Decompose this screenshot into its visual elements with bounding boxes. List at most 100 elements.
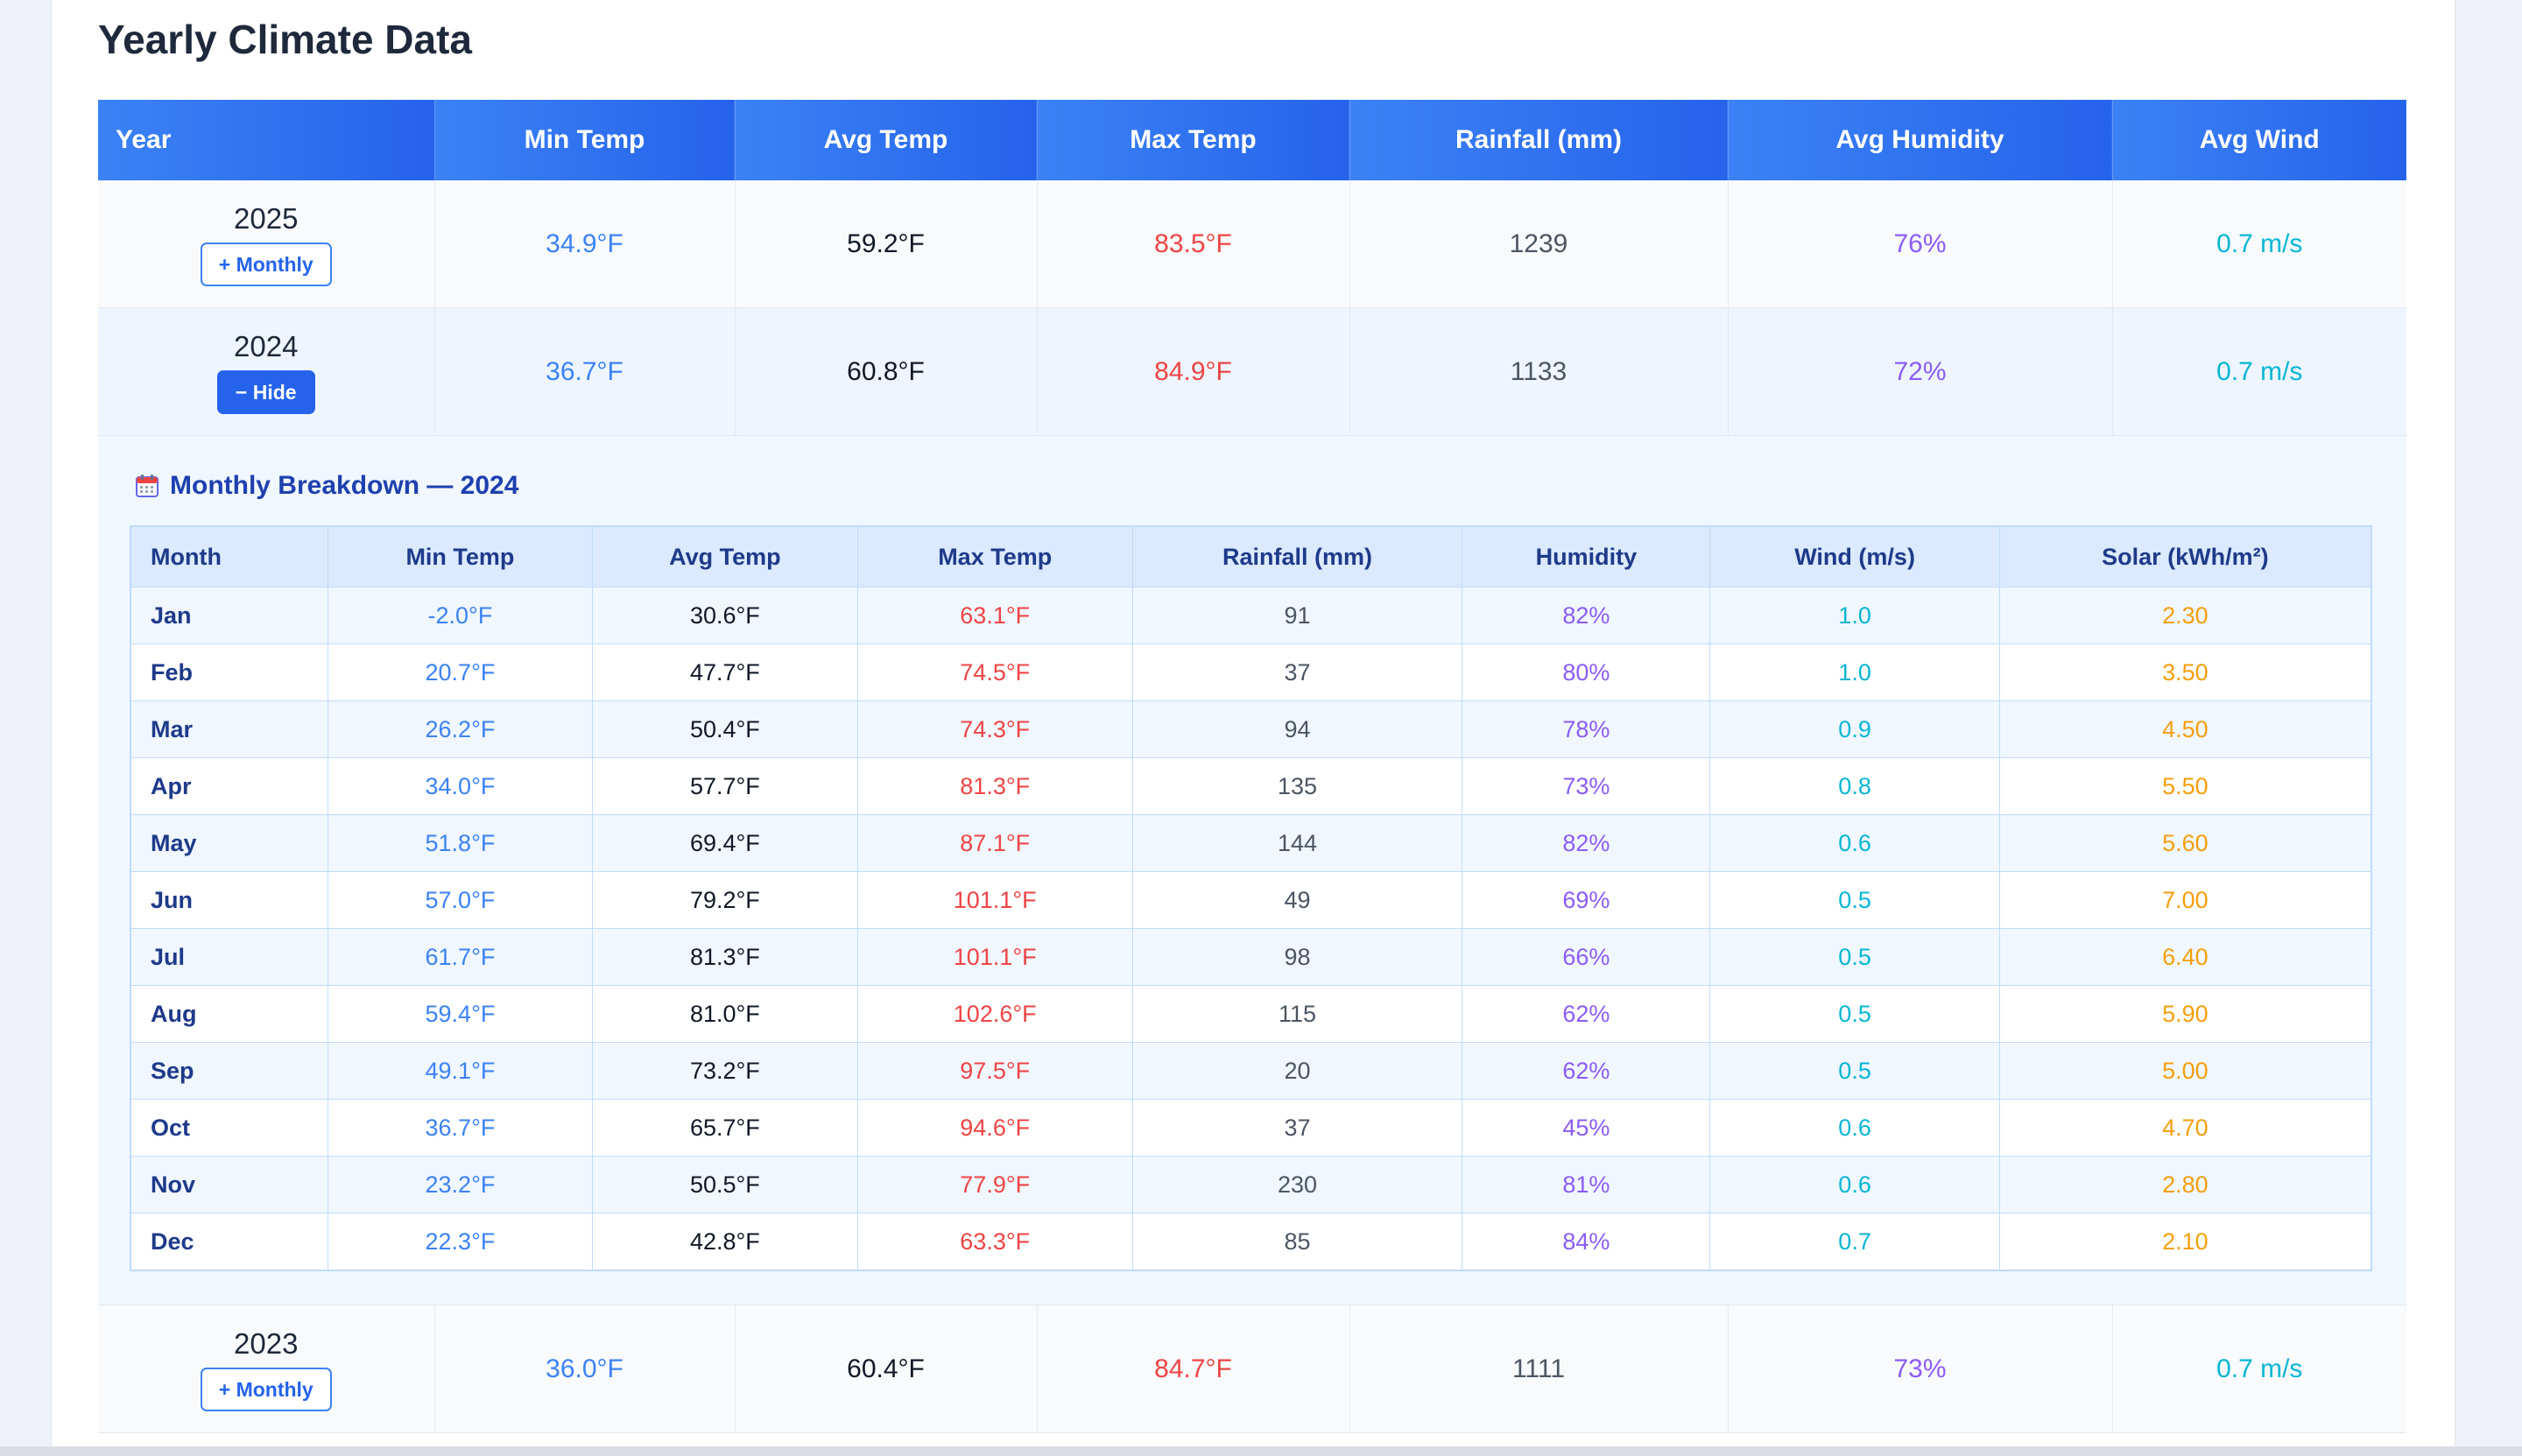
month-humidity-cell: 62%: [1462, 1042, 1711, 1100]
rainfall-cell: 1133: [1349, 307, 1729, 436]
monthly-col-header-wind[interactable]: Wind (m/s): [1709, 525, 2000, 587]
monthly-col-header-min-temp[interactable]: Min Temp: [327, 525, 594, 587]
year-cell: 2023 + Monthly: [98, 1305, 435, 1433]
month-month-cell: Dec: [130, 1213, 328, 1271]
month-wind-cell: 1.0: [1709, 644, 2000, 701]
min-temp-cell: 36.7°F: [434, 307, 736, 436]
year-row: 2024 − Hide 36.7°F 60.8°F 84.9°F 1133 72% 0.7 m…: [98, 307, 2406, 436]
month-row: Jan -2.0°F 30.6°F 63.1°F 91 82% 1.0 2.30: [130, 587, 2371, 644]
monthly-col-header-solar[interactable]: Solar (kWh/m²): [1998, 525, 2371, 587]
month-min-temp-cell: 49.1°F: [327, 1042, 594, 1100]
monthly-breakdown-title: Monthly Breakdown — 2024: [170, 471, 519, 500]
monthly-breakdown-heading: Monthly Breakdown — 2024: [135, 471, 2375, 501]
month-row: Aug 59.4°F 81.0°F 102.6°F 115 62% 0.5 5.90: [130, 985, 2371, 1043]
month-solar-cell: 5.90: [1998, 985, 2371, 1043]
yearly-header-row: Year Min Temp Avg Temp Max Temp Rainfall…: [98, 100, 2406, 180]
col-header-min-temp[interactable]: Min Temp: [434, 100, 736, 180]
month-rainfall-cell: 94: [1131, 700, 1463, 758]
month-min-temp-cell: 26.2°F: [327, 700, 594, 758]
month-month-cell: Aug: [130, 985, 328, 1043]
month-row: Nov 23.2°F 50.5°F 77.9°F 230 81% 0.6 2.80: [130, 1156, 2371, 1213]
col-header-max-temp[interactable]: Max Temp: [1037, 100, 1350, 180]
month-row: Dec 22.3°F 42.8°F 63.3°F 85 84% 0.7 2.10: [130, 1213, 2371, 1271]
month-min-temp-cell: 34.0°F: [327, 757, 594, 815]
month-rainfall-cell: 85: [1131, 1213, 1463, 1271]
month-rainfall-cell: 115: [1131, 985, 1463, 1043]
min-temp-cell: 36.0°F: [434, 1305, 736, 1433]
year-cell: 2025 + Monthly: [98, 180, 435, 308]
month-min-temp-cell: 20.7°F: [327, 644, 594, 701]
hide-monthly-button[interactable]: − Hide: [216, 369, 315, 414]
month-solar-cell: 5.00: [1998, 1042, 2371, 1100]
month-avg-temp-cell: 79.2°F: [592, 871, 858, 929]
month-rainfall-cell: 20: [1131, 1042, 1463, 1100]
month-solar-cell: 2.80: [1998, 1156, 2371, 1213]
avg-wind-cell: 0.7 m/s: [2112, 307, 2406, 436]
monthly-col-header-max-temp[interactable]: Max Temp: [856, 525, 1133, 587]
month-rainfall-cell: 91: [1131, 587, 1463, 644]
month-row: Apr 34.0°F 57.7°F 81.3°F 135 73% 0.8 5.50: [130, 757, 2371, 815]
year-label: 2023: [234, 1326, 299, 1360]
month-rainfall-cell: 230: [1131, 1156, 1463, 1213]
monthly-col-header-rainfall[interactable]: Rainfall (mm): [1131, 525, 1463, 587]
calendar-icon: [135, 474, 159, 498]
month-solar-cell: 5.50: [1998, 757, 2371, 815]
month-month-cell: Nov: [130, 1156, 328, 1213]
show-monthly-button[interactable]: + Monthly: [200, 242, 332, 286]
monthly-col-header-avg-temp[interactable]: Avg Temp: [592, 525, 858, 587]
month-wind-cell: 0.5: [1709, 928, 2000, 986]
page-title: Yearly Climate Data: [98, 17, 473, 62]
col-header-avg-humidity[interactable]: Avg Humidity: [1728, 100, 2113, 180]
show-monthly-button[interactable]: + Monthly: [200, 1367, 332, 1411]
month-solar-cell: 2.10: [1998, 1213, 2371, 1271]
month-humidity-cell: 82%: [1462, 814, 1711, 872]
month-humidity-cell: 84%: [1462, 1213, 1711, 1271]
col-header-year[interactable]: Year: [98, 100, 435, 180]
month-humidity-cell: 69%: [1462, 871, 1711, 929]
month-max-temp-cell: 63.3°F: [856, 1213, 1133, 1271]
month-max-temp-cell: 81.3°F: [856, 757, 1133, 815]
month-humidity-cell: 82%: [1462, 587, 1711, 644]
month-month-cell: Jun: [130, 871, 328, 929]
avg-temp-cell: 60.8°F: [735, 307, 1038, 436]
month-min-temp-cell: 23.2°F: [327, 1156, 594, 1213]
avg-humidity-cell: 76%: [1728, 180, 2113, 308]
month-avg-temp-cell: 57.7°F: [592, 757, 858, 815]
monthly-header-row: Month Min Temp Avg Temp Max Temp Rainfall (m…: [130, 525, 2371, 587]
month-wind-cell: 0.6: [1709, 1156, 2000, 1213]
monthly-col-header-humidity[interactable]: Humidity: [1462, 525, 1711, 587]
month-row: Sep 49.1°F 73.2°F 97.5°F 20 62% 0.5 5.00: [130, 1042, 2371, 1100]
avg-temp-cell: 59.2°F: [735, 180, 1038, 308]
month-rainfall-cell: 144: [1131, 814, 1463, 872]
month-row: Mar 26.2°F 50.4°F 74.3°F 94 78% 0.9 4.50: [130, 700, 2371, 758]
rainfall-cell: 1239: [1349, 180, 1729, 308]
month-rainfall-cell: 135: [1131, 757, 1463, 815]
month-min-temp-cell: 61.7°F: [327, 928, 594, 986]
month-avg-temp-cell: 73.2°F: [592, 1042, 858, 1100]
avg-humidity-cell: 73%: [1728, 1305, 2113, 1433]
month-solar-cell: 3.50: [1998, 644, 2371, 701]
month-avg-temp-cell: 81.0°F: [592, 985, 858, 1043]
month-month-cell: Sep: [130, 1042, 328, 1100]
yearly-climate-table: Year Min Temp Avg Temp Max Temp Rainfall…: [98, 100, 2406, 1433]
monthly-col-header-month[interactable]: Month: [130, 525, 328, 587]
month-max-temp-cell: 74.3°F: [856, 700, 1133, 758]
month-max-temp-cell: 101.1°F: [856, 928, 1133, 986]
year-label: 2025: [234, 201, 299, 235]
month-max-temp-cell: 77.9°F: [856, 1156, 1133, 1213]
month-avg-temp-cell: 81.3°F: [592, 928, 858, 986]
col-header-rainfall[interactable]: Rainfall (mm): [1349, 100, 1729, 180]
month-month-cell: Oct: [130, 1099, 328, 1157]
month-max-temp-cell: 102.6°F: [856, 985, 1133, 1043]
month-wind-cell: 0.6: [1709, 1099, 2000, 1157]
month-min-temp-cell: 51.8°F: [327, 814, 594, 872]
month-row: May 51.8°F 69.4°F 87.1°F 144 82% 0.6 5.60: [130, 814, 2371, 872]
month-humidity-cell: 73%: [1462, 757, 1711, 815]
col-header-avg-wind[interactable]: Avg Wind: [2112, 100, 2406, 180]
month-rainfall-cell: 49: [1131, 871, 1463, 929]
month-month-cell: May: [130, 814, 328, 872]
horizontal-scrollbar[interactable]: [0, 1446, 2522, 1456]
col-header-avg-temp[interactable]: Avg Temp: [735, 100, 1038, 180]
month-row: Jul 61.7°F 81.3°F 101.1°F 98 66% 0.5 6.40: [130, 928, 2371, 986]
month-month-cell: Jan: [130, 587, 328, 644]
